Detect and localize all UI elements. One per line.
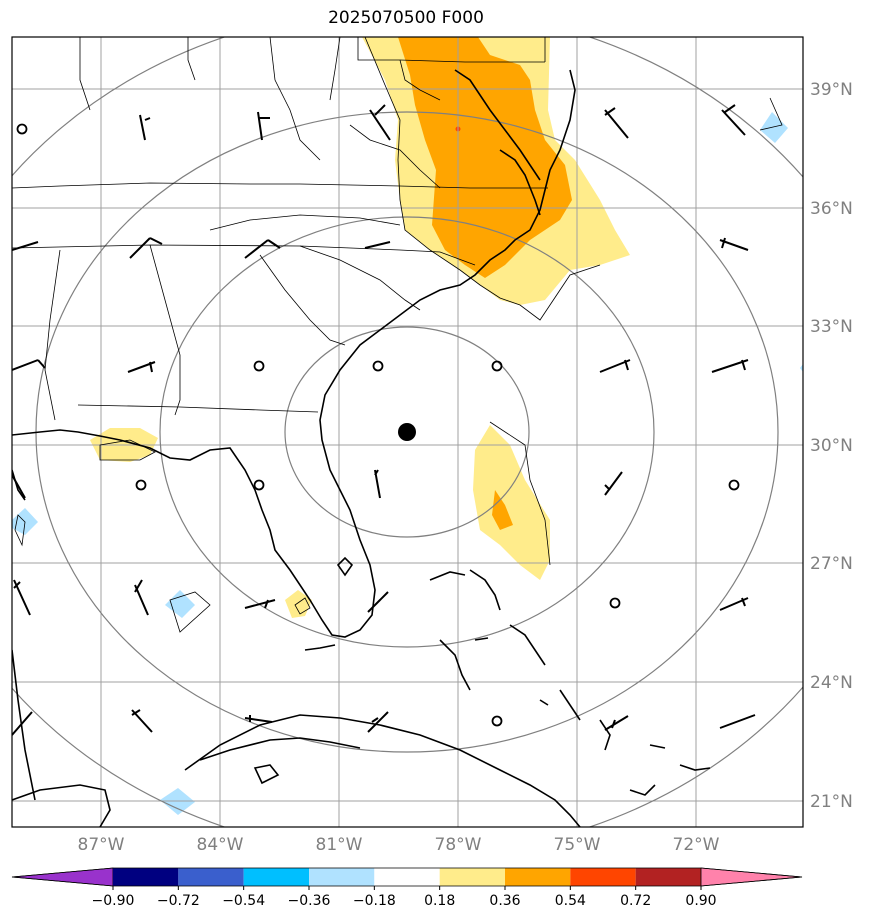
colorbar-tick-label: 0.18	[424, 893, 455, 909]
colorbar-segment	[243, 868, 309, 886]
wind-barbs	[12, 104, 756, 736]
field-positive-shading	[90, 37, 630, 618]
lat-labels: 39°N 36°N 33°N 30°N 27°N 24°N 21°N	[810, 80, 853, 812]
colorbar-ticks: −0.90 −0.72 −0.54 −0.36 −0.18 0.18 0.36 0.54 0.7…	[92, 886, 717, 909]
calm-wind-markers	[16, 123, 740, 727]
colorbar-tick-label: 0.72	[620, 893, 651, 909]
colorbar-tick-label: −0.36	[288, 893, 331, 909]
lon-label-87: 87°W	[78, 835, 125, 855]
lat-label-33: 33°N	[810, 317, 853, 337]
colorbar-tick-label: −0.72	[157, 893, 200, 909]
map-panel	[12, 37, 803, 827]
colorbar-segment	[505, 868, 571, 886]
map-title: 2025070500 F000	[328, 8, 484, 28]
colorbar: −0.90 −0.72 −0.54 −0.36 −0.18 0.18 0.36 0.54 0.7…	[11, 867, 803, 909]
gridlines	[12, 37, 803, 827]
lon-label-84: 84°W	[197, 835, 244, 855]
colorbar-segment	[570, 868, 636, 886]
colorbar-tick-label: −0.18	[353, 893, 396, 909]
map-frame	[11, 36, 804, 828]
lon-label-72: 72°W	[673, 835, 720, 855]
storm-center-marker	[398, 423, 416, 441]
state-boundaries	[12, 37, 548, 421]
lat-label-30: 30°N	[810, 436, 853, 456]
lat-label-21: 21°N	[810, 792, 853, 812]
colorbar-tick-label: −0.90	[92, 893, 135, 909]
lat-label-24: 24°N	[810, 673, 853, 693]
colorbar-extend-low	[11, 867, 114, 887]
colorbar-tick-label: 0.36	[489, 893, 520, 909]
colorbar-segment	[374, 868, 440, 886]
colorbar-tick-label: 0.90	[685, 893, 716, 909]
colorbar-segment	[635, 868, 701, 886]
lat-label-27: 27°N	[810, 554, 853, 574]
lon-label-75: 75°W	[554, 835, 601, 855]
colorbar-tick-label: −0.54	[222, 893, 265, 909]
colorbar-segment	[178, 868, 244, 886]
lon-label-78: 78°W	[435, 835, 482, 855]
colorbar-segment	[113, 868, 179, 886]
coastlines	[12, 69, 711, 827]
lat-label-36: 36°N	[810, 199, 853, 219]
lat-label-39: 39°N	[810, 80, 853, 100]
colorbar-segment	[439, 868, 505, 886]
colorbar-tick-label: 0.54	[555, 893, 586, 909]
lon-labels: 87°W 84°W 81°W 78°W 75°W 72°W	[78, 835, 720, 855]
colorbar-segments	[11, 867, 803, 887]
field-contours	[14, 37, 783, 633]
colorbar-segment	[309, 868, 375, 886]
colorbar-extend-high	[700, 867, 803, 887]
lon-label-81: 81°W	[316, 835, 363, 855]
